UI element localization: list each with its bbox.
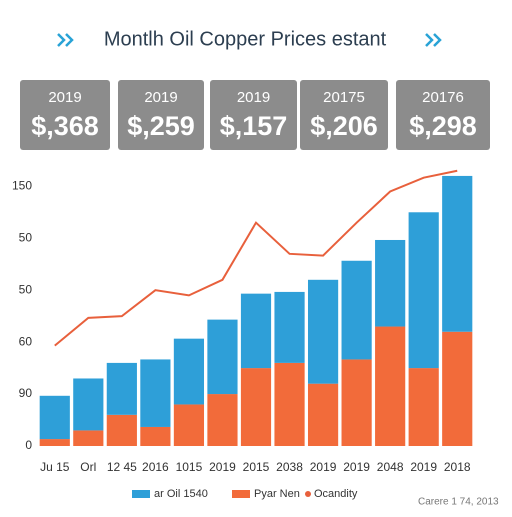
bar [140,426,171,446]
y-tick-label: 150 [12,178,32,192]
card [118,80,204,150]
bar [39,395,70,440]
bar [106,414,137,446]
bar [375,326,406,446]
card [210,80,297,150]
legend-label: Pyar Nen [254,488,300,500]
x-tick-label: 2019 [209,460,236,474]
x-tick-label: 1015 [176,460,203,474]
x-tick-label: 2048 [377,460,404,474]
x-tick-label: 12 45 [107,460,137,474]
x-tick-label: 2018 [444,460,471,474]
y-tick-label: 60 [19,334,33,348]
bar [207,319,238,395]
source: Carere 1 74, 2013 [418,497,499,508]
chevron [57,33,74,47]
card [396,80,490,150]
card-value: $,157 [220,111,288,141]
card [20,80,110,150]
x-tick-label: 2019 [410,460,437,474]
x-tick-label: 2015 [243,460,270,474]
x-tick-label: 2016 [142,460,169,474]
bar [207,394,238,446]
x-tick-label: 2019 [343,460,370,474]
card-value: $,206 [310,111,378,141]
card-value: $,259 [127,111,195,141]
legend-swatch [305,491,311,497]
y-tick-label: 90 [19,386,33,400]
x-tick-label: 2038 [276,460,303,474]
y-tick-label: 0 [25,438,32,452]
x-tick-label: Ju 15 [40,460,70,474]
legend-swatch [232,490,250,498]
legend-label: Ocandity [314,488,358,500]
card-year: 2019 [237,89,270,106]
line [54,169,458,347]
x-tick-label: 2019 [310,460,337,474]
card-year: 20175 [323,89,365,106]
bar [274,362,305,446]
card-year: 2019 [48,89,81,106]
bar [140,359,171,427]
bar [73,378,104,431]
y-tick-label: 50 [19,282,33,296]
card-value: $,298 [409,111,477,141]
bar [240,293,272,369]
bar [173,338,205,405]
bar [73,430,104,446]
legend-label: ar Oil 1540 [154,488,208,500]
bar [442,175,473,332]
card [300,80,388,150]
nav-right[interactable] [425,33,442,47]
plot: 0 90 60 50 50 150 Ju 15 Orl 12 45 2016 1015 2019 201… [12,169,473,474]
bar [341,359,372,446]
legend: ar Oil 1540 Pyar Nen Ocandity [132,488,358,500]
bar [442,331,473,446]
bar [341,260,372,360]
nav-left[interactable] [57,33,74,47]
card-value: $,368 [31,111,99,141]
chevron [425,33,442,47]
card-year: 2019 [144,89,177,106]
bar [173,404,205,446]
bar [375,239,406,327]
bar [307,383,339,446]
bar [307,279,339,384]
chart-title: Montlh Oil Copper Prices estant [104,28,387,50]
card-year: 20176 [422,89,464,106]
y-tick-label: 50 [19,230,33,244]
cards: 2019 $,368 2019 $,259 2019 $,157 20175 $,206 201… [20,80,490,150]
legend-swatch [132,490,150,498]
bar [408,212,439,369]
bar [240,368,272,446]
bar [39,439,70,446]
x-tick-label: Orl [80,460,96,474]
bar [408,368,439,446]
bar [274,291,305,363]
bar [106,362,137,415]
